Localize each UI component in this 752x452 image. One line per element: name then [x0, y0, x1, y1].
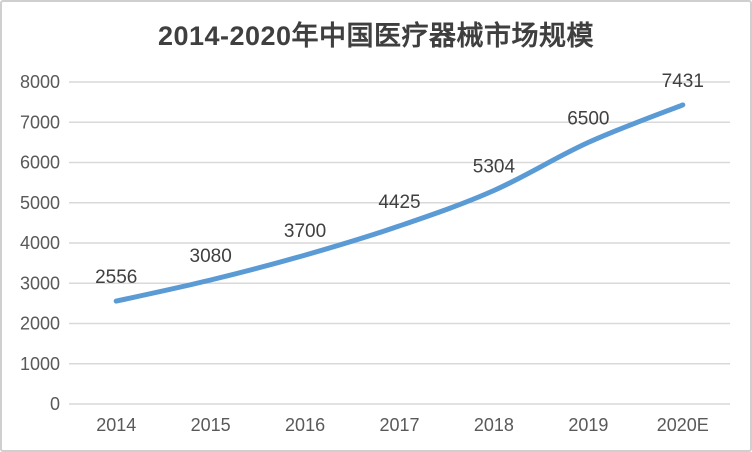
- x-axis-tick-label: 2017: [379, 415, 419, 435]
- x-axis-tick-label: 2014: [96, 415, 136, 435]
- x-axis-tick-label: 2015: [191, 415, 231, 435]
- y-axis-tick-label: 1000: [20, 354, 60, 374]
- y-axis-tick-label: 7000: [20, 112, 60, 132]
- y-axis-labels: 0 1000 2000 3000 4000 5000 6000 7000 8000: [20, 72, 60, 414]
- x-axis-labels: 2014 2015 2016 2017 2018 2019 2020E: [96, 415, 709, 435]
- data-label: 4425: [378, 192, 420, 213]
- x-axis-tick-label: 2016: [285, 415, 325, 435]
- data-label: 5304: [473, 157, 516, 178]
- data-label: 3080: [190, 246, 232, 267]
- y-axis-tick-label: 5000: [20, 193, 60, 213]
- data-label: 2556: [95, 267, 137, 288]
- data-label: 7431: [662, 71, 704, 92]
- x-axis-tick-label: 2019: [568, 415, 608, 435]
- y-axis-tick-label: 8000: [20, 72, 60, 92]
- data-labels: 2556 3080 3700 4425 5304 6500 7431: [95, 71, 704, 288]
- data-label: 3700: [284, 221, 326, 242]
- y-axis-tick-label: 2000: [20, 314, 60, 334]
- x-axis-tick-label: 2020E: [657, 415, 709, 435]
- data-label: 6500: [567, 108, 609, 129]
- y-axis-tick-label: 4000: [20, 233, 60, 253]
- series-line: [113, 102, 686, 304]
- y-axis-tick-label: 3000: [20, 273, 60, 293]
- gridlines: [69, 81, 730, 405]
- x-axis-tick-label: 2018: [474, 415, 514, 435]
- y-axis-tick-label: 0: [50, 394, 60, 414]
- y-axis-tick-label: 6000: [20, 153, 60, 173]
- chart-title: 2014-2020年中国医疗器械市场规模: [157, 21, 595, 51]
